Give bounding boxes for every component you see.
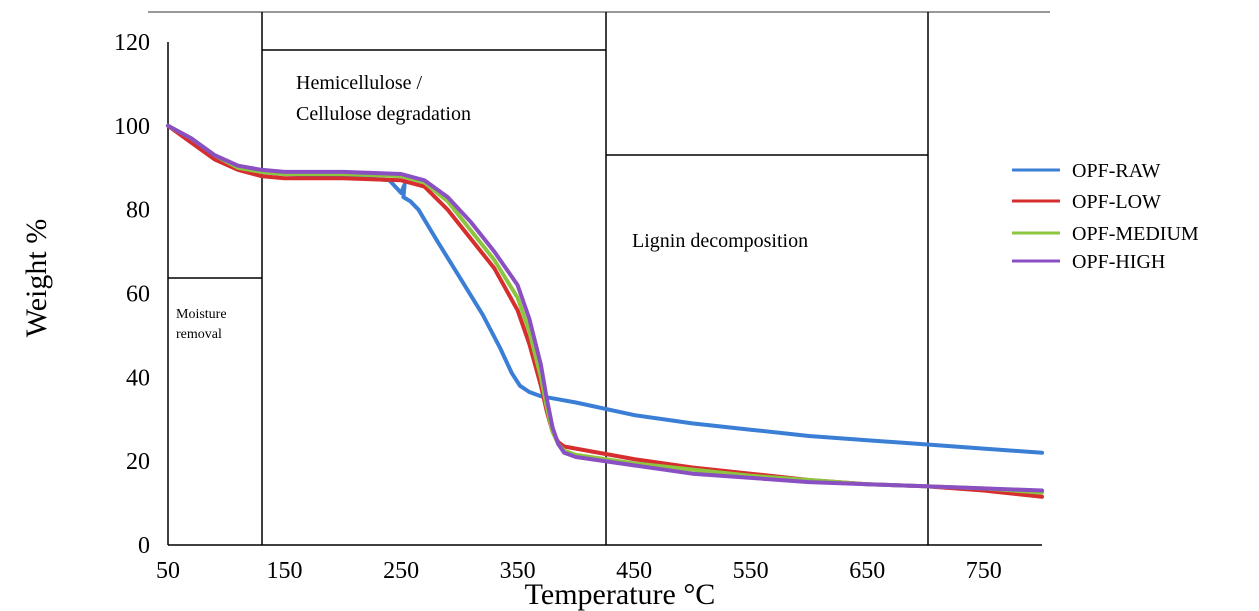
moisture-label-line2: removal bbox=[176, 327, 222, 342]
x-tick-label: 550 bbox=[733, 558, 769, 584]
region-dividers bbox=[168, 12, 929, 545]
y-axis-title: Weight % bbox=[20, 219, 53, 337]
series-line-opf-high bbox=[166, 123, 1044, 493]
x-tick-label: 450 bbox=[616, 558, 652, 584]
x-tick-label: 50 bbox=[156, 558, 180, 584]
legend-label: OPF-MEDIUM bbox=[1072, 223, 1199, 245]
x-tick-label: 150 bbox=[267, 558, 303, 584]
lignin-label: Lignin decomposition bbox=[632, 230, 808, 252]
series-line-opf-low bbox=[166, 123, 1044, 499]
legend-label: OPF-HIGH bbox=[1072, 251, 1165, 273]
hemicellulose-label-line1: Hemicellulose / bbox=[296, 72, 423, 94]
x-tick-label: 750 bbox=[966, 558, 1002, 584]
x-tick-label: 650 bbox=[849, 558, 885, 584]
x-tick-label: 250 bbox=[383, 558, 419, 584]
y-tick-labels: 0 20 40 60 80 100 120 bbox=[114, 30, 150, 559]
series-lines bbox=[166, 123, 1044, 499]
legend: OPF-RAW OPF-LOW OPF-MEDIUM OPF-HIGH bbox=[1012, 160, 1199, 273]
moisture-label-line1: Moisture bbox=[176, 307, 227, 322]
x-tick-labels: 50 150 250 350 450 550 650 750 bbox=[156, 558, 1002, 584]
legend-label: OPF-LOW bbox=[1072, 191, 1161, 213]
y-tick-label: 0 bbox=[138, 533, 150, 559]
x-axis-title: Temperature °C bbox=[525, 578, 716, 611]
y-tick-label: 60 bbox=[126, 282, 150, 308]
y-tick-label: 80 bbox=[126, 198, 150, 224]
y-tick-label: 100 bbox=[114, 114, 150, 140]
y-tick-label: 120 bbox=[114, 30, 150, 56]
y-tick-label: 20 bbox=[126, 449, 150, 475]
legend-label: OPF-RAW bbox=[1072, 160, 1161, 182]
hemicellulose-label-line2: Cellulose degradation bbox=[296, 103, 471, 125]
y-tick-label: 40 bbox=[126, 365, 150, 391]
x-tick-label: 350 bbox=[500, 558, 536, 584]
series-line-opf-medium bbox=[166, 123, 1044, 495]
